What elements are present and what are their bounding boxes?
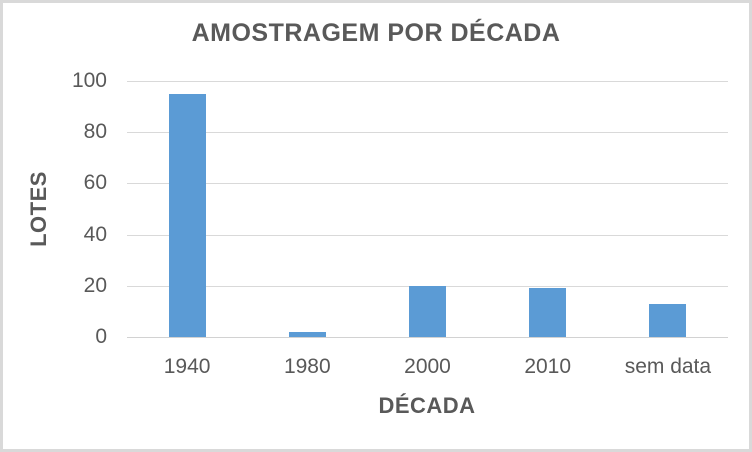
x-tick-label-1940: 1940 <box>163 355 211 378</box>
x-tick-label-2010: 2010 <box>524 355 572 378</box>
y-tick-label-100: 100 <box>71 69 107 92</box>
y-axis-tick-labels: 0 20 40 60 80 100 <box>3 3 107 449</box>
gridline-y-40 <box>127 234 728 236</box>
x-tick-label-1980: 1980 <box>283 355 331 378</box>
y-tick-label-0: 0 <box>95 325 107 348</box>
x-axis-tick-labels: 1940 1980 2000 2010 sem data <box>3 355 749 385</box>
x-axis-line <box>127 337 728 338</box>
y-tick-label-60: 60 <box>83 171 107 195</box>
x-tick-label-sem-data: sem data <box>624 355 712 378</box>
plot-area <box>127 81 728 338</box>
bar-2000 <box>409 285 446 337</box>
gridline-y-60 <box>127 183 728 185</box>
bar-1940 <box>168 93 206 337</box>
bar-2010 <box>529 288 567 337</box>
y-tick-label-20: 20 <box>83 273 107 297</box>
x-axis-title: DÉCADA <box>378 393 476 418</box>
y-tick-label-80: 80 <box>83 120 107 144</box>
chart-title: AMOSTRAGEM POR DÉCADA <box>191 19 561 47</box>
bar-sem-data <box>649 303 687 337</box>
y-tick-label-40: 40 <box>83 222 107 246</box>
gridline-y-80 <box>127 132 728 134</box>
x-tick-label-2000: 2000 <box>404 355 451 378</box>
gridline-y-100 <box>127 81 728 82</box>
bar-1980 <box>288 331 326 337</box>
